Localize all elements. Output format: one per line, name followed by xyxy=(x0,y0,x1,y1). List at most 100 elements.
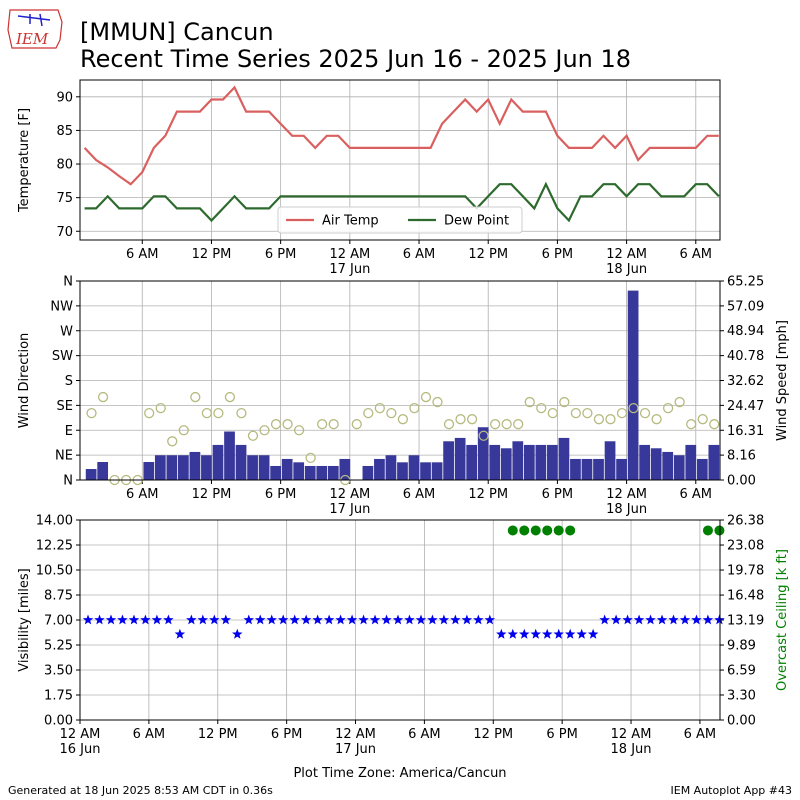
y-tick-label: 10.50 xyxy=(36,564,73,579)
star-marker xyxy=(645,614,656,625)
y-tick-label: 5.25 xyxy=(44,639,73,654)
x-tick-label: 12 PM xyxy=(473,727,513,742)
y-tick-label: 7.00 xyxy=(44,614,73,629)
star-marker xyxy=(599,614,610,625)
circle-marker xyxy=(697,414,708,425)
footer-right: IEM Autoplot App #43 xyxy=(671,784,793,797)
x-tick-label: 6 PM xyxy=(265,487,296,502)
circle-marker xyxy=(397,414,409,425)
x-tick-label: 6 PM xyxy=(542,487,573,502)
bar xyxy=(431,462,443,480)
star-marker xyxy=(714,614,725,625)
circle-marker xyxy=(593,414,605,425)
bar xyxy=(154,455,166,480)
bar xyxy=(489,444,501,480)
legend-label: Dew Point xyxy=(444,214,509,229)
circle-marker xyxy=(559,396,570,408)
circle-marker xyxy=(190,391,201,403)
x-tick-label: 12 AM 18 Jun xyxy=(606,247,647,277)
star-marker xyxy=(519,628,530,639)
bar xyxy=(316,465,328,480)
star-marker xyxy=(450,614,461,625)
bar xyxy=(143,462,155,480)
circle-marker xyxy=(317,419,328,430)
circle-marker xyxy=(224,391,236,403)
bar xyxy=(201,455,212,480)
y-tick-label: N xyxy=(63,474,73,489)
star-marker xyxy=(415,614,427,625)
panel: N NE E SE S SW W NW N 0.00 8.16 16.31 24.47 32.62 40.7… xyxy=(17,275,790,517)
y-tick-label: SW xyxy=(52,349,73,364)
y2-tick-label: 16.48 xyxy=(727,589,764,604)
x-tick-label: 6 AM xyxy=(403,487,436,502)
bar xyxy=(547,444,558,480)
circle-marker xyxy=(686,419,697,430)
star-marker xyxy=(587,628,599,639)
star-marker xyxy=(186,614,197,625)
star-marker xyxy=(484,614,496,625)
legend-box xyxy=(277,206,523,234)
bar xyxy=(466,444,478,480)
subtitle: Recent Time Series 2025 Jun 16 - 2025 Ju… xyxy=(80,45,631,73)
panel: 0.00 1.75 3.50 5.25 7.00 8.75 10.50 12.25 14.00 0… xyxy=(17,514,790,782)
star-marker xyxy=(530,628,541,639)
x-tick-label: 6 PM xyxy=(265,247,296,262)
logo-text: IEM xyxy=(15,30,49,48)
y2-tick-label: 57.09 xyxy=(727,299,764,314)
circle-marker xyxy=(651,414,662,425)
x-axis-label: Plot Time Zone: America/Cancun xyxy=(293,766,506,781)
y-tick-label: N xyxy=(63,275,73,290)
x-tick-label: 12 AM 17 Jun xyxy=(329,487,370,517)
star-marker xyxy=(94,614,105,625)
x-tick-label: 12 AM 16 Jun xyxy=(60,727,101,757)
y-tick-label: 14.00 xyxy=(36,514,73,529)
star-marker xyxy=(656,614,668,625)
star-marker xyxy=(255,614,266,625)
bar xyxy=(293,462,305,480)
star-marker xyxy=(358,614,369,625)
logo-mark xyxy=(17,13,51,27)
bar xyxy=(362,465,374,480)
y-tick-label: 12.25 xyxy=(36,539,73,554)
circle-marker xyxy=(582,407,593,419)
circle-marker xyxy=(282,419,293,430)
dot-marker xyxy=(714,525,725,536)
circle-marker xyxy=(144,407,155,419)
star-marker xyxy=(197,614,209,625)
circle-marker xyxy=(616,407,628,419)
circle-marker xyxy=(674,396,685,408)
y2-tick-label: 16.31 xyxy=(727,424,764,439)
y2-tick-label: 6.59 xyxy=(727,664,756,679)
dot-marker xyxy=(530,525,541,536)
circle-marker xyxy=(455,414,466,425)
circle-marker xyxy=(305,452,316,464)
star-marker xyxy=(335,614,346,625)
dot-marker xyxy=(702,525,713,536)
star-marker xyxy=(105,614,117,625)
y-tick-label: 90 xyxy=(56,90,73,105)
bar xyxy=(673,455,685,480)
y-tick-label: NW xyxy=(50,299,73,314)
bar xyxy=(212,444,224,480)
bar xyxy=(166,455,178,480)
circle-marker xyxy=(501,419,512,430)
bar xyxy=(443,441,454,480)
y2-tick-label: 13.19 xyxy=(727,614,764,629)
star-marker xyxy=(346,614,358,625)
star-marker xyxy=(312,614,323,625)
circle-marker xyxy=(167,436,178,447)
plot-frame xyxy=(79,519,721,721)
circle-marker xyxy=(86,407,97,419)
y2-tick-label: 48.94 xyxy=(727,324,764,339)
circle-marker xyxy=(213,407,224,419)
circle-marker xyxy=(443,419,455,430)
star-marker xyxy=(691,614,702,625)
x-tick-label: 6 AM xyxy=(408,727,441,742)
bar xyxy=(385,455,397,480)
panel: 70 75 80 85 90 6 AM 12 PM 6 PM 12 AM 17 Jun 6 AM 12… xyxy=(17,79,721,277)
circle-marker xyxy=(386,407,397,419)
bar xyxy=(85,469,97,480)
star-marker xyxy=(404,614,415,625)
bar xyxy=(408,455,420,480)
